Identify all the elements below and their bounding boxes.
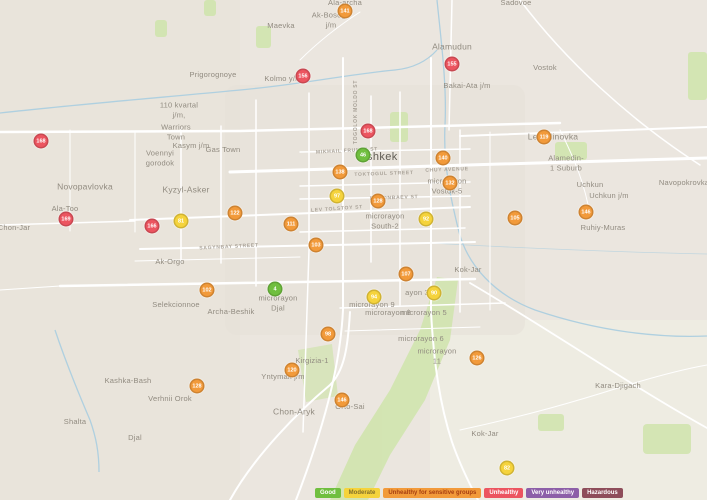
aqi-marker[interactable]: 132	[442, 175, 458, 191]
place-label: Vostok	[533, 63, 557, 73]
place-label: Alamedin- 1 Suburb	[548, 153, 584, 172]
aqi-marker[interactable]: 119	[536, 129, 552, 145]
aqi-marker[interactable]: 102	[199, 282, 215, 298]
place-label: Archa-Beshik	[207, 307, 255, 317]
place-label: Kasym j/m	[172, 141, 210, 151]
legend-chip-hazardous: Hazardous	[582, 488, 623, 498]
aqi-marker[interactable]: 4	[267, 281, 283, 297]
aqi-marker[interactable]: 92	[418, 211, 434, 227]
place-label: Yntymak j/m	[261, 372, 305, 382]
place-label: Kirgizia-1	[295, 356, 329, 366]
aqi-marker[interactable]: 105	[507, 210, 523, 226]
aqi-marker[interactable]: 81	[173, 213, 189, 229]
aqi-marker[interactable]: 166	[144, 218, 160, 234]
place-label: microrayon 11	[417, 346, 457, 365]
place-label: microrayon 8	[365, 308, 411, 318]
place-label: Kyzyl-Asker	[162, 184, 210, 195]
place-label: Chon-Aryk	[273, 406, 315, 417]
street-label: TOGOLOK MOLDO ST	[353, 79, 359, 145]
place-label: Verhnii Orok	[148, 394, 192, 404]
aqi-marker[interactable]: 146	[334, 392, 350, 408]
place-label: Ak-Orgo	[155, 257, 185, 267]
aqi-marker[interactable]: 82	[499, 460, 515, 476]
aqi-marker[interactable]: 103	[308, 237, 324, 253]
place-label: 110 kvartal j/m,	[159, 100, 199, 119]
legend-chip-very_unhealthy: Very unhealthy	[526, 488, 580, 498]
place-label: Uchkun	[576, 180, 604, 190]
place-label: Voennyi gorodok	[145, 148, 175, 167]
place-label: ayon 3	[405, 288, 429, 298]
aqi-marker[interactable]: 97	[329, 188, 345, 204]
place-label: Selekcionnoe	[152, 300, 200, 310]
place-label: Kolmo y/m	[264, 74, 302, 84]
place-label: Kok-Jar	[454, 265, 482, 275]
aqi-marker[interactable]: 155	[444, 56, 460, 72]
legend-chip-moderate: Moderate	[343, 488, 381, 498]
legend-chip-usg: Unhealthy for sensitive groups	[383, 488, 482, 498]
place-label: Bakai-Ata j/m	[443, 81, 491, 91]
place-label: Uchkun j/m	[589, 191, 629, 201]
place-label: Alamudun	[432, 41, 472, 52]
place-label: microrayon 6	[398, 334, 444, 344]
aqi-marker[interactable]: 46	[355, 147, 371, 163]
place-label: microrayon Djal	[258, 293, 298, 312]
place-label: Navopokrovka	[658, 178, 707, 188]
place-label: Ak-Bosogo j/m	[311, 10, 351, 29]
aqi-marker[interactable]: 90	[426, 285, 442, 301]
aqi-marker[interactable]: 107	[398, 266, 414, 282]
aqi-marker[interactable]: 128	[189, 378, 205, 394]
place-label: Ruhiy-Muras	[580, 223, 626, 233]
place-label: Ala-Too	[51, 204, 79, 214]
aqi-marker[interactable]: 146	[578, 204, 594, 220]
place-label: Djal	[128, 433, 142, 443]
aqi-marker[interactable]: 140	[435, 150, 451, 166]
aqi-marker[interactable]: 141	[337, 3, 353, 19]
aqi-marker[interactable]: 98	[320, 326, 336, 342]
place-label: Prigorognoye	[189, 70, 237, 80]
aqi-marker[interactable]: 169	[58, 211, 74, 227]
aqi-marker[interactable]: 120	[284, 362, 300, 378]
place-label: Sadovoe	[500, 0, 532, 8]
aqi-legend: Good Moderate Unhealthy for sensitive grou…	[315, 488, 623, 498]
aqi-marker[interactable]: 111	[283, 216, 299, 232]
place-label: microrayon South-2	[365, 211, 405, 230]
place-label: Kashka-Bash	[104, 376, 152, 386]
place-label: Warriors Town	[161, 122, 191, 141]
aqi-marker[interactable]: 138	[332, 164, 348, 180]
legend-chip-unhealthy: Unhealthy	[484, 488, 524, 498]
place-label: Gas Town	[205, 145, 241, 155]
place-label: Orto-Sai	[335, 402, 365, 412]
place-label: Maevka	[267, 21, 295, 31]
aqi-marker[interactable]: 126	[469, 350, 485, 366]
aqi-marker[interactable]: 94	[366, 289, 382, 305]
place-label: Lebedinovka	[527, 131, 579, 142]
aqi-marker[interactable]: 122	[227, 205, 243, 221]
aqi-marker[interactable]: 128	[370, 193, 386, 209]
aqi-marker[interactable]: 168	[360, 123, 376, 139]
place-label: Kok-Jar	[471, 429, 499, 439]
legend-chip-good: Good	[315, 488, 341, 498]
aqi-marker[interactable]: 168	[33, 133, 49, 149]
place-label: Novopavlovka	[57, 181, 113, 192]
place-label: microrayon 9	[349, 300, 395, 310]
place-label: Shalta	[63, 417, 87, 427]
place-label: microrayon 5	[401, 308, 447, 318]
place-label: Chon-Jar	[0, 223, 31, 233]
place-label: Kara-Djigach	[595, 381, 641, 391]
aqi-marker[interactable]: 156	[295, 68, 311, 84]
river-lines	[0, 0, 707, 473]
